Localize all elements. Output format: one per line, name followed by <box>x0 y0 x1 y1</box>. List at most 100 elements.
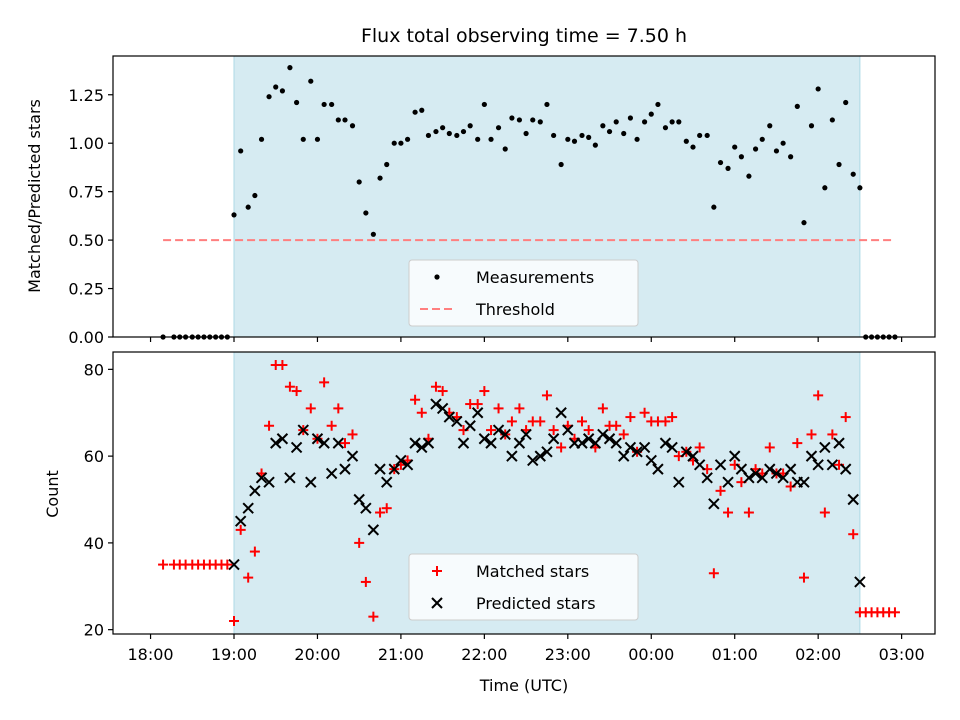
measurement-point <box>440 125 446 131</box>
matched-star-point <box>576 416 587 427</box>
matched-star-point <box>597 403 608 414</box>
legend-predicted-marker <box>431 597 443 609</box>
predicted-star-point <box>346 450 359 462</box>
matched-star-point <box>430 381 441 392</box>
measurement-point <box>404 136 411 142</box>
predicted-star-point <box>618 450 630 462</box>
measurement-point <box>857 185 863 191</box>
predicted-star-point <box>249 485 261 497</box>
measurement-point <box>349 123 356 129</box>
matched-star-point <box>486 425 497 436</box>
predicted-star-point <box>722 476 734 488</box>
chart-title: Flux total observing time = 7.50 h <box>361 25 687 47</box>
measurement-point <box>363 210 369 216</box>
matched-star-point <box>848 529 859 540</box>
matched-star-point <box>416 407 427 418</box>
predicted-star-point <box>360 502 372 514</box>
top-y-axis-label: Matched/Predicted stars <box>25 99 44 293</box>
matched-star-point <box>708 568 719 579</box>
measurement-point <box>711 204 717 210</box>
matched-star-point <box>410 394 421 405</box>
x-tick-label: 23:00 <box>545 645 591 664</box>
measurement-point <box>579 132 585 139</box>
measurement-point <box>788 154 794 160</box>
measurement-point <box>475 136 481 142</box>
matched-star-point <box>339 438 350 449</box>
legend-box <box>408 259 639 327</box>
legend-label: Matched stars <box>476 562 589 581</box>
x-tick-label: 18:00 <box>127 645 173 664</box>
matched-star-point <box>827 429 838 440</box>
measurement-point <box>252 192 258 199</box>
measurement-point <box>558 161 564 168</box>
measurement-point <box>293 99 300 106</box>
predicted-star-point <box>534 450 546 462</box>
measurement-point <box>676 119 682 125</box>
predicted-star-point <box>603 433 616 445</box>
predicted-star-point <box>597 428 609 441</box>
matched-star-point <box>326 420 337 431</box>
measurement-point <box>245 204 251 210</box>
predicted-star-point <box>819 441 831 454</box>
predicted-star-point <box>395 454 407 467</box>
bottom-y-tick-label: 20 <box>84 621 104 640</box>
measurement-point <box>732 144 738 150</box>
measurement-point <box>683 138 689 144</box>
measurement-point <box>446 130 452 137</box>
predicted-star-point <box>562 424 574 436</box>
measurement-point <box>231 212 237 218</box>
matched-star-point <box>305 403 316 414</box>
predicted-star-point <box>284 472 296 484</box>
matched-star-point <box>249 546 260 557</box>
predicted-star-point <box>430 398 442 410</box>
matched-star-point <box>715 485 726 496</box>
predicted-star-point <box>374 463 386 475</box>
predicted-star-point <box>839 463 852 475</box>
measurement-point <box>600 123 606 129</box>
predicted-star-point <box>311 433 324 445</box>
measurement-point <box>780 140 786 146</box>
predicted-star-point <box>638 441 651 454</box>
legend-matched-marker <box>432 566 442 576</box>
top-y-tick-label: 1.25 <box>68 86 104 105</box>
predicted-star-point <box>527 454 539 467</box>
predicted-star-point <box>451 415 463 428</box>
predicted-star-point <box>506 450 518 462</box>
matched-star-point <box>743 507 754 518</box>
measurement-point <box>258 136 265 142</box>
measurement-point <box>627 115 634 121</box>
measurement-point <box>238 148 244 154</box>
predicted-star-point <box>666 441 678 454</box>
measurement-point <box>321 101 327 108</box>
top-legend: Measurements Threshold <box>408 259 639 327</box>
measurement-point <box>454 132 460 139</box>
predicted-star-point <box>513 437 526 449</box>
matched-star-point <box>840 412 851 423</box>
predicted-star-point <box>714 459 727 471</box>
predicted-star-point <box>325 467 338 480</box>
top-axes-frame <box>112 55 936 338</box>
measurement-point <box>537 119 543 125</box>
measurement-point <box>488 136 494 142</box>
predicted-star-point <box>318 437 330 449</box>
predicted-star-point <box>290 441 303 454</box>
predicted-star-point <box>297 424 309 436</box>
x-tick-label: 01:00 <box>712 645 758 664</box>
predicted-star-point <box>833 437 845 449</box>
predicted-star-point <box>582 433 595 445</box>
measurement-point <box>704 132 710 139</box>
matched-star-point <box>347 429 358 440</box>
matched-star-point <box>506 416 517 427</box>
predicted-star-point <box>687 450 699 462</box>
matched-star-point <box>158 559 169 570</box>
matched-star-point <box>222 559 233 570</box>
measurement-point <box>467 123 473 129</box>
x-tick-label: 00:00 <box>628 645 674 664</box>
matched-star-point <box>243 572 254 583</box>
predicted-star-point <box>478 433 491 445</box>
measurement-point <box>551 132 557 139</box>
predicted-star-point <box>708 498 720 510</box>
matched-star-point <box>618 429 629 440</box>
predicted-star-point <box>798 476 810 488</box>
measurement-point <box>613 119 619 125</box>
